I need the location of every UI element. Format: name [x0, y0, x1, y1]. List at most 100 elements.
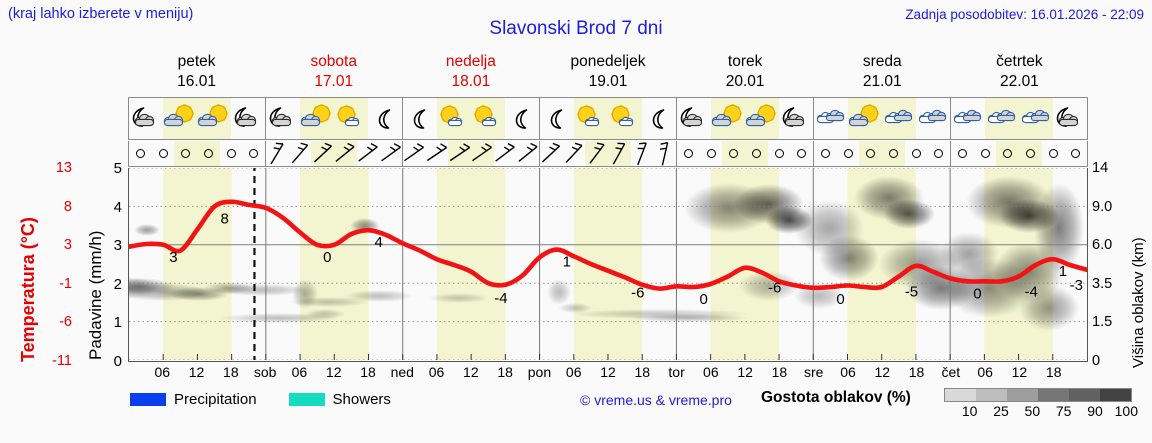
- wind-barb-icon: [637, 141, 647, 165]
- precipitation-swatch: [130, 392, 166, 406]
- moon-cloud-icon: [780, 104, 812, 134]
- calm-wind-circle-icon: [135, 149, 145, 158]
- wind-cell: [974, 141, 997, 166]
- wind-cell: [379, 141, 402, 166]
- temperature-line: [129, 199, 1087, 291]
- tick-label: 5: [113, 160, 122, 177]
- cloud-density-tick: 100: [1114, 403, 1139, 419]
- cloud-density-swatch: [976, 389, 1007, 401]
- tick-label: 1: [113, 314, 122, 332]
- x-tick-ned: ned: [390, 364, 414, 380]
- temperature-point-label: 0: [836, 291, 844, 308]
- wind-day-sobota: [266, 141, 403, 166]
- calm-wind-circle-icon: [797, 149, 807, 158]
- sun-cloud-icon: [746, 103, 778, 134]
- x-tick-sob: sob: [253, 364, 277, 380]
- x-tick-12: 12: [1011, 364, 1028, 380]
- weather-icon-cell: [951, 98, 985, 139]
- wind-barb-icon: [380, 142, 401, 161]
- temperature-point-label: 4: [375, 234, 383, 251]
- calm-wind-circle-icon: [1048, 149, 1058, 158]
- weather-icon-cell: [300, 98, 334, 139]
- day-name: petek: [177, 53, 216, 70]
- wind-barb-icon: [659, 141, 669, 166]
- wind-cell: [585, 141, 609, 166]
- cloud-density-swatch: [1069, 389, 1100, 401]
- moon-cloud-icon: [130, 104, 162, 134]
- day-header-sobota: sobota 17.01: [265, 52, 402, 94]
- wind-cell: [448, 141, 472, 166]
- wind-cell: [608, 141, 631, 166]
- calm-wind-circle-icon: [1025, 149, 1035, 158]
- cloud-density-tick: 25: [993, 403, 1009, 419]
- day-name: torek: [727, 53, 763, 70]
- x-tick-18: 18: [360, 364, 376, 380]
- day-header-strip: petek 16.01 sobota 17.01 nedelja 18.01 ponedel…: [128, 52, 1088, 94]
- temperature-point-label: 8: [221, 210, 229, 227]
- location-menu-note: (kraj lahko izberete v meniju): [8, 6, 194, 22]
- day-name: nedelja: [445, 53, 496, 70]
- wind-cell: [129, 141, 152, 166]
- wind-cell: [882, 141, 905, 166]
- wind-barb-icon: [335, 142, 355, 162]
- weather-icon-cell: [882, 98, 916, 139]
- x-tick-18: 18: [223, 364, 239, 380]
- x-axis-tick-labels: 06 12 18 sob 06 12 18 ned 06 12 18 pon 06 12 18 tor 06 12…: [128, 364, 1088, 384]
- legend-precipitation: Precipitation: [130, 391, 257, 408]
- showers-legend-label: Showers: [332, 390, 391, 408]
- icon-day-torek: [677, 98, 814, 139]
- cloud-density-swatch: [1007, 389, 1038, 401]
- cloud-density-swatch: [1038, 389, 1069, 401]
- icon-day-nedelja: [403, 98, 540, 139]
- sun-cloud-icon: [164, 103, 196, 134]
- day-header-petek: petek 16.01: [128, 52, 265, 94]
- sun-cloud-icon: [198, 103, 230, 134]
- cloud-icon: [883, 104, 915, 134]
- calm-wind-circle-icon: [226, 149, 236, 158]
- tick-label: 3: [63, 237, 72, 254]
- x-tick-12: 12: [737, 364, 753, 380]
- cloud-density-tick: 75: [1055, 403, 1072, 419]
- wind-cell: [1042, 141, 1065, 166]
- calm-wind-circle-icon: [158, 149, 168, 158]
- weather-icon-cell: [471, 98, 505, 139]
- tick-label: 13: [55, 160, 72, 176]
- day-date: 16.01: [177, 73, 216, 90]
- weather-icon-cell: [916, 98, 950, 139]
- cloud-density-tick: 50: [1024, 403, 1041, 419]
- day-date: 22.01: [1000, 73, 1039, 90]
- precipitation-legend-label: Precipitation: [174, 390, 257, 408]
- wind-cell: [814, 141, 837, 166]
- weather-icon-cell: [745, 98, 779, 139]
- weather-icon-cell: [677, 98, 711, 139]
- sun-cloud-icon: [301, 103, 333, 134]
- sun-small-cloud-icon: [438, 104, 470, 134]
- wind-cell: [1019, 141, 1042, 166]
- wind-barb-icon: [542, 142, 561, 162]
- weather-icon-cell: [574, 98, 608, 139]
- wind-cell: [859, 141, 883, 166]
- wind-barb-icon: [449, 142, 470, 161]
- day-date: 19.01: [588, 73, 628, 90]
- moon-cloud-icon: [1054, 104, 1086, 134]
- weather-icon-cell: [608, 98, 642, 139]
- day-date: 17.01: [314, 73, 354, 90]
- wind-barb-icon: [404, 142, 425, 161]
- precipitation-axis-title: Padavine (mm/h): [86, 230, 105, 360]
- tick-label: 0: [113, 353, 122, 370]
- weather-icon-cell: [368, 98, 402, 139]
- wind-cell: [700, 141, 723, 166]
- tick-label: 8: [63, 198, 72, 215]
- wind-cell: [471, 141, 494, 166]
- wind-barb-icon: [495, 142, 515, 162]
- calm-wind-circle-icon: [729, 149, 739, 158]
- weather-icon-row: [128, 97, 1088, 140]
- wind-day-četrtek: [951, 141, 1087, 166]
- copyright-link[interactable]: © vreme.us & vreme.pro: [580, 392, 732, 408]
- temperature-point-label: 1: [1059, 263, 1067, 280]
- wind-cell: [1064, 141, 1087, 166]
- x-tick-18: 18: [771, 364, 788, 380]
- x-tick-06: 06: [840, 364, 856, 380]
- showers-swatch: [288, 392, 325, 406]
